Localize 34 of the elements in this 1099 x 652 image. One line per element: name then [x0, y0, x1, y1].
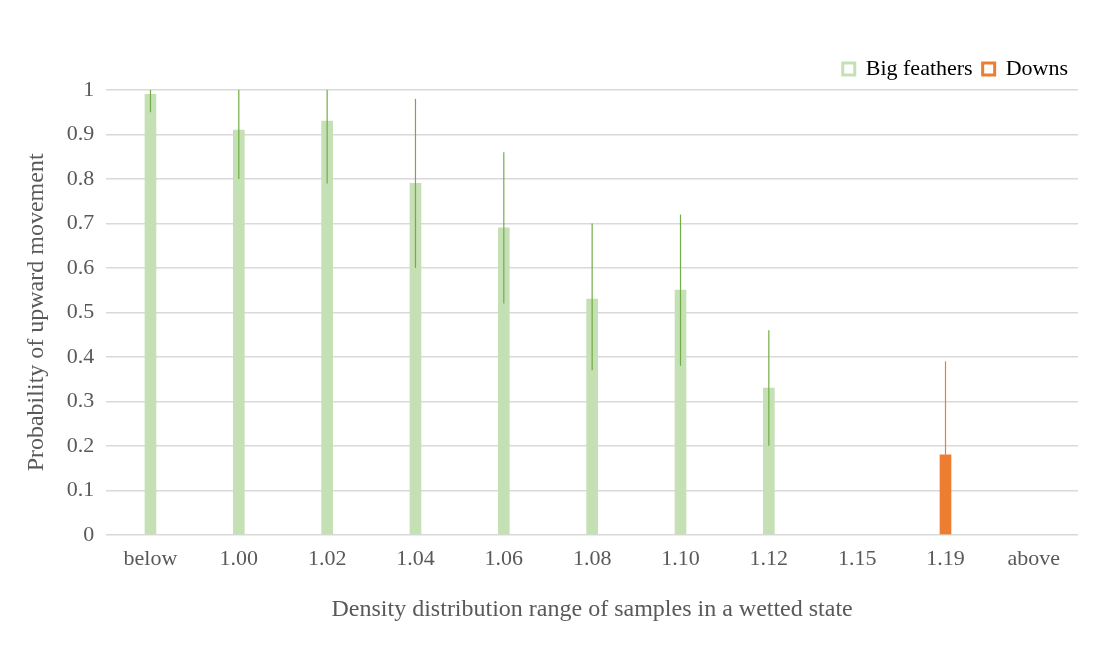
bar — [674, 289, 687, 535]
y-tick-label: 0.5 — [66, 298, 95, 324]
y-tick-label: 0.7 — [66, 209, 95, 235]
bar — [321, 120, 333, 535]
x-tick-label: 1.10 — [661, 544, 700, 570]
bar — [586, 298, 598, 535]
y-tick-label: 0.9 — [66, 120, 95, 146]
bar — [497, 227, 510, 535]
legend-label: Downs — [1005, 54, 1069, 80]
x-tick-label: 1.08 — [572, 544, 612, 570]
y-tick-label: 0.3 — [66, 387, 95, 413]
x-tick-label: 1.06 — [484, 544, 524, 570]
x-tick-label: 1.19 — [926, 544, 965, 570]
y-tick-label: 0.1 — [66, 476, 95, 502]
bar — [144, 94, 157, 535]
x-axis-title: Density distribution range of samples in a wetted state — [331, 594, 853, 621]
x-tick-label: 1.00 — [219, 544, 259, 570]
y-tick-label: 0.2 — [66, 431, 95, 457]
bar — [409, 183, 422, 535]
x-tick-label: 1.02 — [307, 544, 347, 570]
y-tick-label: 0.6 — [66, 253, 95, 279]
bar — [232, 129, 245, 535]
y-axis-title: Probability of upward movement — [21, 153, 48, 472]
x-tick-label: 1.04 — [396, 544, 435, 570]
x-tick-label: 1.12 — [749, 544, 789, 570]
legend-label: Big feathers — [865, 54, 973, 80]
y-tick-label: 0.8 — [66, 164, 95, 190]
y-tick-label: 0 — [83, 520, 95, 546]
y-tick-label: 0.4 — [66, 342, 95, 368]
bar — [762, 387, 775, 535]
x-tick-label: above — [1007, 544, 1061, 570]
x-tick-label: below — [123, 544, 178, 570]
y-tick-label: 1 — [83, 75, 95, 101]
x-tick-label: 1.15 — [837, 544, 877, 570]
